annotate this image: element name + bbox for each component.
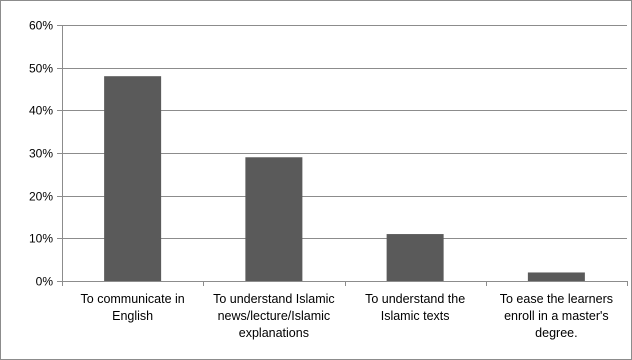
y-tick-label: 10% bbox=[29, 232, 53, 246]
y-tick-label: 50% bbox=[29, 62, 53, 76]
category-label-2: To understand Islamic news/lecture/Islam… bbox=[213, 292, 335, 340]
y-tick-label: 40% bbox=[29, 104, 53, 118]
bar bbox=[527, 272, 585, 281]
bars bbox=[104, 76, 585, 281]
bar bbox=[245, 157, 303, 281]
y-tick-label: 30% bbox=[29, 147, 53, 161]
axes bbox=[62, 25, 628, 286]
y-axis-tick-labels: 0% 10% 20% 30% 40% 50% 60% bbox=[29, 19, 62, 289]
y-tick-label: 60% bbox=[29, 19, 53, 33]
y-tick-label: 20% bbox=[29, 190, 53, 204]
y-tick-label: 0% bbox=[36, 275, 54, 289]
category-label-1: To communicate in English bbox=[80, 292, 185, 323]
bar bbox=[104, 76, 162, 281]
bar bbox=[386, 234, 444, 281]
category-label-4: To ease the learners enroll in a master'… bbox=[499, 292, 613, 340]
category-label-3: To understand the Islamic texts bbox=[365, 292, 466, 323]
